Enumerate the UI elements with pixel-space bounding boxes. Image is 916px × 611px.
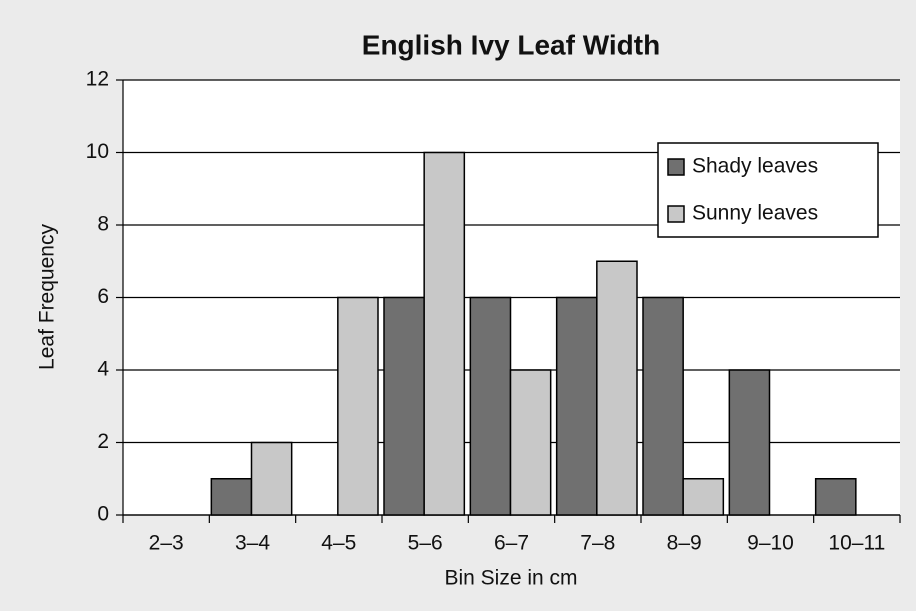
x-tick-label: 6–7 [494, 532, 529, 555]
x-tick-label: 5–6 [408, 532, 443, 555]
legend-label: Shady leaves [692, 155, 818, 178]
bar [814, 478, 857, 516]
y-tick-label: 0 [97, 503, 109, 526]
x-tick-label: 2–3 [149, 532, 184, 555]
x-tick-label: 7–8 [580, 532, 615, 555]
bar [682, 478, 725, 516]
y-axis-label: Leaf Frequency [36, 224, 59, 370]
y-tick-label: 10 [86, 140, 109, 163]
bar [728, 369, 771, 516]
bar [509, 369, 552, 516]
y-tick-label: 12 [86, 68, 109, 91]
y-tick-label: 2 [97, 430, 109, 453]
legend-label: Sunny leaves [692, 202, 818, 225]
bar [596, 260, 638, 516]
bar [423, 151, 466, 516]
y-tick-label: 4 [97, 358, 109, 381]
x-tick-label: 10–11 [828, 532, 885, 555]
legend-box [657, 142, 879, 238]
bar [250, 441, 293, 516]
x-tick-label: 3–4 [235, 532, 270, 555]
bar [337, 296, 379, 516]
y-tick-label: 8 [97, 213, 109, 236]
x-tick-label: 4–5 [321, 532, 356, 555]
x-tick-label: 9–10 [747, 532, 794, 555]
x-axis-label: Bin Size in cm [444, 567, 577, 590]
bar [555, 296, 598, 516]
bar [210, 478, 253, 516]
bar [383, 296, 425, 516]
x-tick-label: 8–9 [667, 532, 702, 555]
bar [642, 296, 684, 516]
legend-swatch [667, 158, 685, 176]
y-tick-label: 6 [97, 285, 109, 308]
bar [469, 296, 512, 516]
chart-title: English Ivy Leaf Width [362, 29, 660, 60]
legend-swatch [667, 205, 685, 223]
